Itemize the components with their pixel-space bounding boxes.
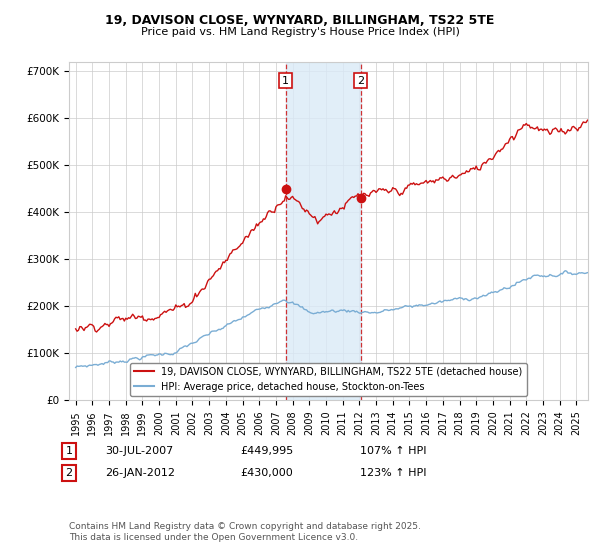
- Text: 19, DAVISON CLOSE, WYNYARD, BILLINGHAM, TS22 5TE: 19, DAVISON CLOSE, WYNYARD, BILLINGHAM, …: [106, 14, 494, 27]
- Text: Price paid vs. HM Land Registry's House Price Index (HPI): Price paid vs. HM Land Registry's House …: [140, 27, 460, 37]
- Legend: 19, DAVISON CLOSE, WYNYARD, BILLINGHAM, TS22 5TE (detached house), HPI: Average : 19, DAVISON CLOSE, WYNYARD, BILLINGHAM, …: [130, 363, 527, 395]
- Text: 123% ↑ HPI: 123% ↑ HPI: [360, 468, 427, 478]
- Text: 26-JAN-2012: 26-JAN-2012: [105, 468, 175, 478]
- Text: 30-JUL-2007: 30-JUL-2007: [105, 446, 173, 456]
- Text: £430,000: £430,000: [240, 468, 293, 478]
- Text: 1: 1: [65, 446, 73, 456]
- Text: 107% ↑ HPI: 107% ↑ HPI: [360, 446, 427, 456]
- Text: £449,995: £449,995: [240, 446, 293, 456]
- Text: 2: 2: [65, 468, 73, 478]
- Text: 2: 2: [357, 76, 364, 86]
- Bar: [286, 62, 361, 400]
- Text: Contains HM Land Registry data © Crown copyright and database right 2025.
This d: Contains HM Land Registry data © Crown c…: [69, 522, 421, 542]
- Text: 1: 1: [282, 76, 289, 86]
